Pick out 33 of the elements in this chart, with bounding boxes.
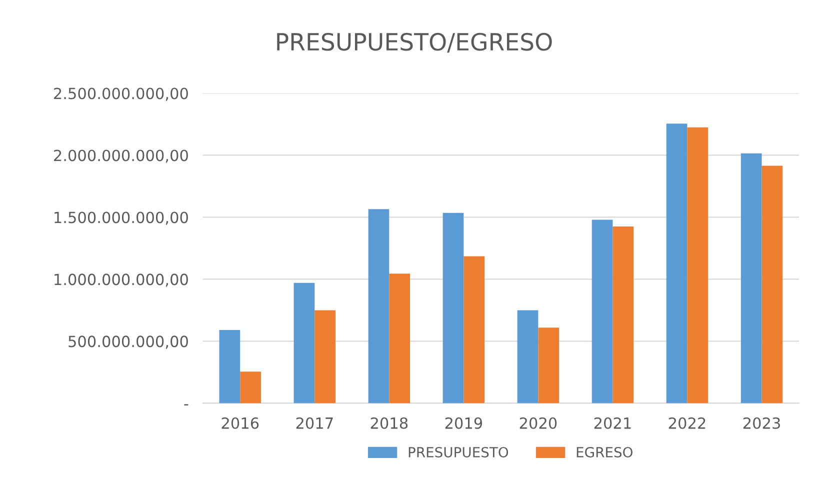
chart-title: PRESUPUESTO/EGRESO (277, 32, 552, 53)
y-tick-label: 2.000.000.000,00 (54, 150, 188, 163)
y-tick-label: 1.000.000.000,00 (54, 274, 188, 287)
bar (314, 310, 336, 404)
y-tick-label: 500.000.000,00 (68, 336, 188, 349)
legend-label: PRESUPUESTO (408, 446, 508, 458)
x-tick-label: 2020 (520, 417, 557, 429)
x-tick-label: 2019 (445, 417, 482, 429)
y-tick-label: 2.500.000.000,00 (54, 88, 188, 101)
x-tick-label: 2022 (668, 417, 706, 429)
x-tick-label: 2018 (370, 417, 408, 429)
bar (464, 256, 485, 404)
bar (240, 372, 261, 404)
x-tick-label: 2017 (296, 417, 333, 429)
bar (612, 226, 634, 404)
x-tick-label: 2023 (743, 417, 780, 429)
bar (666, 124, 688, 404)
bar (368, 209, 390, 404)
bar (219, 330, 240, 404)
x-tick-label: 2016 (222, 417, 259, 429)
bar (517, 310, 538, 404)
y-tick-label: 1.500.000.000,00 (54, 212, 188, 225)
bar (389, 274, 410, 404)
bar (740, 153, 762, 404)
bar (687, 127, 708, 404)
bar (762, 166, 783, 404)
bar (538, 328, 560, 404)
y-tick-label: - (184, 404, 188, 406)
bar (442, 212, 464, 404)
legend-label: EGRESO (576, 446, 632, 458)
bar (592, 220, 613, 404)
x-tick-label: 2021 (594, 417, 631, 429)
bar (294, 282, 315, 404)
